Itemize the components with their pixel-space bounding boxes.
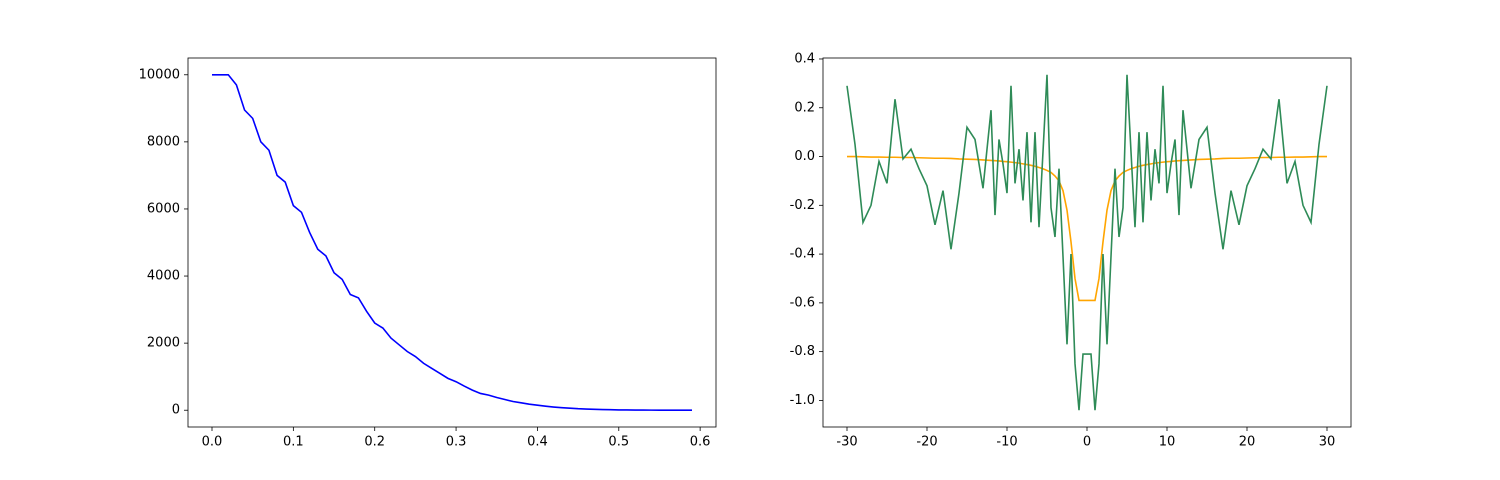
data-line [212, 73, 692, 412]
y-tick-label: 0.0 [794, 149, 815, 164]
y-tick-label: 10000 [139, 67, 180, 82]
y-tick-label: -0.4 [790, 247, 815, 262]
x-tick-label: -30 [836, 435, 857, 450]
x-tick-label: 0.1 [283, 435, 304, 450]
x-tick-label: 0 [1083, 435, 1091, 450]
x-tick-label: 30 [1319, 435, 1336, 450]
y-tick-label: 0.2 [794, 100, 815, 115]
x-tick-label: -20 [916, 435, 937, 450]
data-line [846, 74, 1328, 411]
x-tick-label: -10 [996, 435, 1017, 450]
y-tick-label: 8000 [147, 134, 180, 149]
y-tick-label: -1.0 [790, 393, 815, 408]
axes-frame [822, 57, 1352, 428]
data-line [847, 155, 1327, 302]
y-tick-label: -0.8 [790, 344, 815, 359]
x-tick-label: 0.6 [690, 435, 711, 450]
axes-frame [187, 57, 717, 428]
x-tick-label: 0.4 [527, 435, 548, 450]
x-tick-label: 0.0 [202, 435, 223, 450]
y-tick-label: 4000 [147, 269, 180, 284]
x-tick-label: 0.3 [446, 435, 467, 450]
y-tick-label: -0.6 [790, 295, 815, 310]
x-tick-label: 0.2 [364, 435, 385, 450]
y-tick-label: 2000 [147, 336, 180, 351]
x-tick-label: 20 [1239, 435, 1256, 450]
y-tick-label: 6000 [147, 201, 180, 216]
y-tick-label: 0.4 [794, 51, 815, 66]
x-tick-label: 10 [1159, 435, 1176, 450]
y-tick-label: 0 [172, 403, 180, 418]
x-tick-label: 0.5 [608, 435, 629, 450]
y-tick-label: -0.2 [790, 198, 815, 213]
